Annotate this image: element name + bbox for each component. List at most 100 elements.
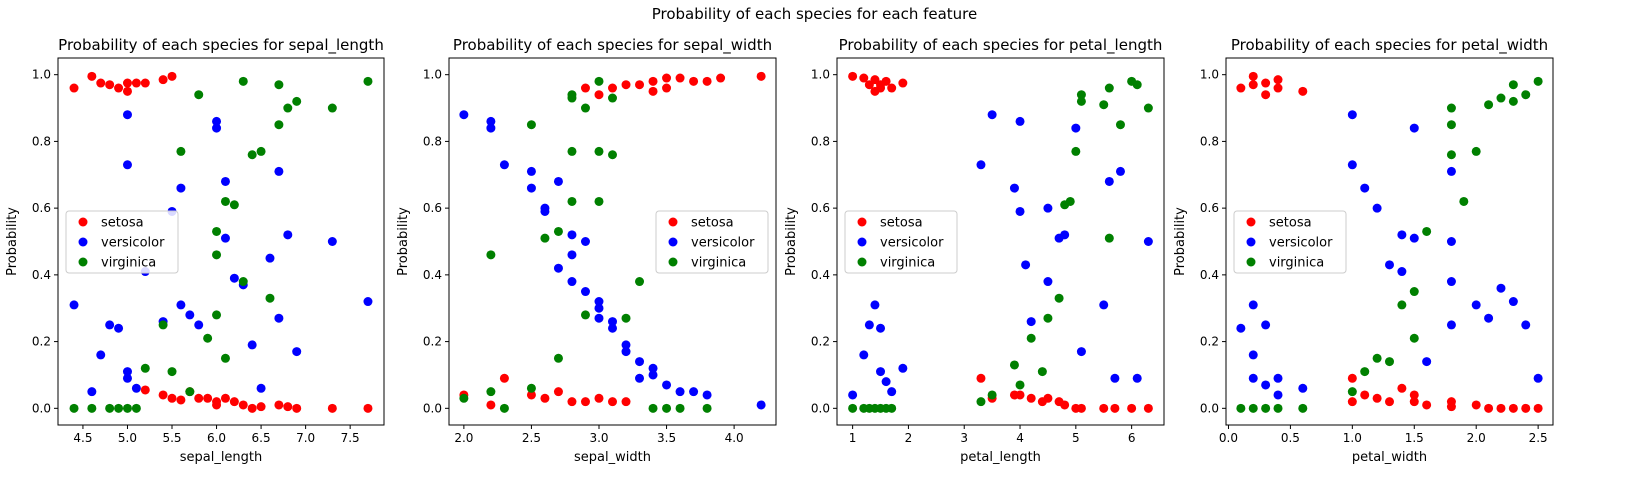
legend-marker-virginica — [668, 257, 678, 267]
data-point-versicolor — [1372, 203, 1382, 213]
data-point-virginica — [1471, 146, 1481, 156]
data-point-setosa — [898, 78, 908, 88]
data-point-versicolor — [567, 277, 577, 287]
data-point-setosa — [1422, 400, 1432, 410]
data-point-versicolor — [870, 300, 880, 310]
data-point-virginica — [1132, 80, 1142, 90]
data-point-setosa — [1127, 403, 1137, 413]
data-point-setosa — [662, 83, 672, 93]
data-point-virginica — [526, 120, 536, 130]
data-point-virginica — [621, 313, 631, 323]
data-point-versicolor — [486, 123, 496, 133]
data-point-versicolor — [1397, 230, 1407, 240]
data-point-versicolor — [1110, 373, 1120, 383]
data-point-virginica — [702, 403, 712, 413]
y-axis-label: Probability — [784, 207, 799, 276]
data-point-virginica — [114, 403, 124, 413]
legend-label-versicolor: versicolor — [691, 236, 755, 251]
y-tick-label: 0.0 — [32, 401, 51, 415]
data-point-setosa — [1099, 403, 1109, 413]
data-point-virginica — [1054, 293, 1064, 303]
data-point-setosa — [526, 390, 536, 400]
data-point-virginica — [499, 403, 509, 413]
y-tick-label: 1.0 — [32, 68, 51, 82]
data-point-versicolor — [1360, 183, 1370, 193]
data-point-virginica — [648, 403, 658, 413]
x-tick-label: 7.0 — [296, 431, 315, 445]
data-point-virginica — [1273, 403, 1283, 413]
data-point-virginica — [540, 233, 550, 243]
data-point-virginica — [1446, 150, 1456, 160]
data-point-versicolor — [499, 160, 509, 170]
data-point-versicolor — [1508, 297, 1518, 307]
data-point-versicolor — [567, 250, 577, 260]
x-tick-label: 3.0 — [589, 431, 608, 445]
data-point-versicolor — [1132, 373, 1142, 383]
data-point-versicolor — [1104, 176, 1114, 186]
data-point-versicolor — [594, 313, 604, 323]
axes-frame — [836, 57, 1165, 426]
data-point-virginica — [1261, 403, 1271, 413]
data-point-setosa — [131, 78, 141, 88]
data-point-virginica — [274, 80, 284, 90]
y-tick-label: 0.4 — [32, 268, 51, 282]
data-point-virginica — [1360, 367, 1370, 377]
data-point-versicolor — [553, 176, 563, 186]
x-tick-label: 3 — [960, 431, 968, 445]
data-point-versicolor — [363, 297, 373, 307]
data-point-versicolor — [176, 300, 186, 310]
data-point-setosa — [194, 393, 204, 403]
data-point-versicolor — [194, 320, 204, 330]
x-tick-label: 4.5 — [73, 431, 92, 445]
data-point-virginica — [1397, 300, 1407, 310]
figure-suptitle: Probability of each species for each fea… — [651, 5, 978, 23]
data-point-setosa — [976, 373, 986, 383]
data-point-setosa — [140, 385, 150, 395]
data-point-versicolor — [185, 310, 195, 320]
data-point-virginica — [1372, 353, 1382, 363]
data-point-versicolor — [1298, 383, 1308, 393]
y-axis-label: Probability — [396, 207, 411, 276]
data-point-virginica — [1015, 380, 1025, 390]
legend-marker-setosa — [857, 217, 867, 227]
data-point-setosa — [662, 73, 672, 83]
data-point-setosa — [1385, 397, 1394, 407]
y-tick-label: 0.2 — [423, 335, 442, 349]
data-point-versicolor — [212, 123, 222, 133]
data-point-virginica — [292, 96, 302, 106]
data-point-setosa — [594, 90, 604, 100]
legend-label-virginica: virginica — [101, 256, 156, 271]
x-axis-label: sepal_length — [180, 450, 263, 465]
legend: setosa versicolor virginica — [65, 210, 179, 274]
x-tick-label: 6.5 — [252, 431, 271, 445]
data-point-virginica — [158, 320, 168, 330]
data-point-setosa — [689, 76, 699, 86]
data-point-setosa — [167, 71, 177, 81]
data-point-virginica — [608, 150, 617, 160]
data-point-versicolor — [1015, 206, 1025, 216]
data-point-virginica — [238, 76, 248, 86]
x-tick-label: 3.5 — [657, 431, 676, 445]
data-point-versicolor — [1261, 320, 1271, 330]
legend: setosa versicolor virginica — [844, 210, 958, 274]
data-point-setosa — [229, 397, 239, 407]
data-point-setosa — [1347, 397, 1357, 407]
data-point-versicolor — [635, 373, 645, 383]
data-point-virginica — [140, 363, 150, 373]
data-point-versicolor — [594, 303, 604, 313]
data-point-setosa — [212, 400, 222, 410]
data-point-setosa — [580, 83, 590, 93]
x-tick-label: 0.0 — [1219, 431, 1238, 445]
data-point-versicolor — [1446, 277, 1456, 287]
data-point-versicolor — [1347, 110, 1357, 120]
subplot-title: Probability of each species for sepal_le… — [58, 36, 384, 55]
data-point-virginica — [212, 310, 222, 320]
data-point-setosa — [675, 73, 685, 83]
data-point-virginica — [176, 146, 186, 156]
data-point-setosa — [608, 83, 617, 93]
subplot-title: Probability of each species for petal_le… — [839, 36, 1163, 55]
data-point-versicolor — [265, 253, 275, 263]
data-point-setosa — [247, 403, 257, 413]
data-point-versicolor — [689, 387, 699, 397]
data-point-setosa — [283, 402, 293, 412]
